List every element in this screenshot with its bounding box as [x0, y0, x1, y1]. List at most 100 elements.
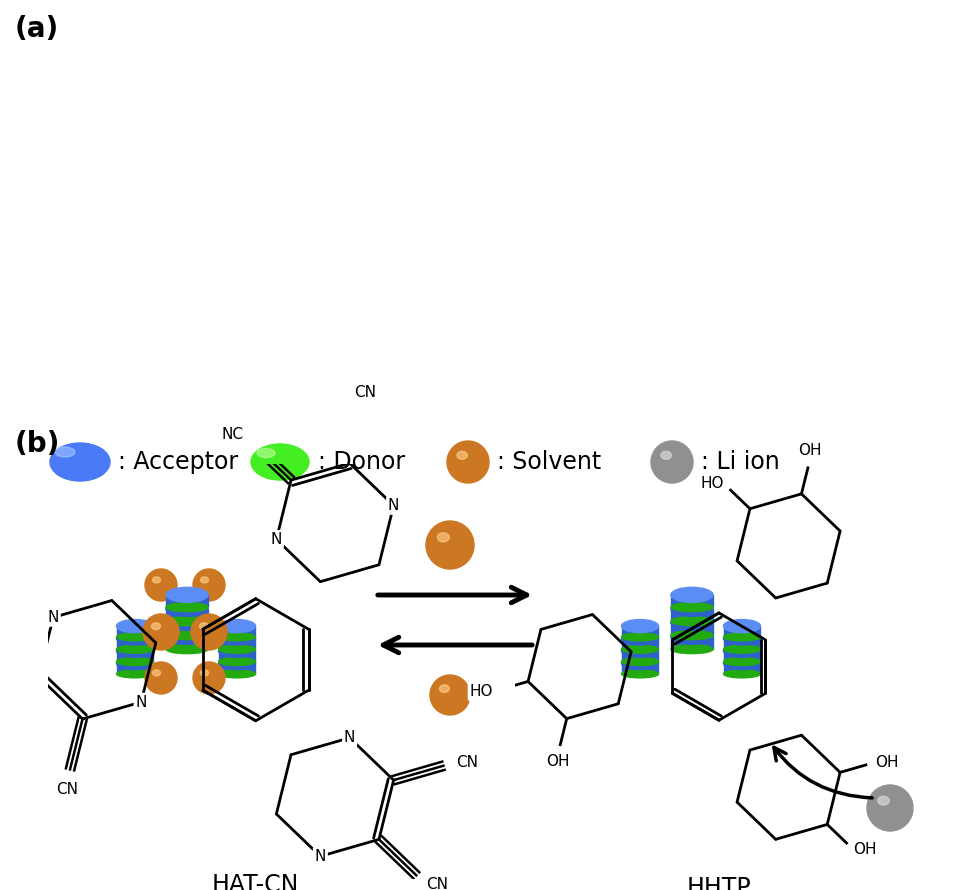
Ellipse shape [621, 632, 658, 645]
Ellipse shape [218, 645, 256, 653]
Ellipse shape [671, 617, 713, 626]
Circle shape [193, 569, 225, 601]
Ellipse shape [671, 618, 713, 628]
Ellipse shape [50, 443, 110, 481]
Ellipse shape [166, 631, 208, 640]
Ellipse shape [724, 670, 760, 678]
Ellipse shape [166, 603, 208, 611]
Circle shape [867, 785, 913, 831]
Bar [117, 626, 153, 637]
Text: N: N [270, 532, 282, 546]
Circle shape [145, 662, 177, 694]
Text: : Acceptor: : Acceptor [118, 450, 238, 474]
Ellipse shape [218, 619, 256, 633]
Ellipse shape [117, 632, 153, 645]
Ellipse shape [621, 657, 658, 669]
Ellipse shape [724, 644, 760, 658]
Ellipse shape [117, 670, 153, 678]
Text: : Solvent: : Solvent [497, 450, 601, 474]
Circle shape [447, 441, 489, 483]
Ellipse shape [671, 603, 713, 614]
Text: N: N [135, 694, 147, 709]
Ellipse shape [117, 645, 153, 653]
Circle shape [191, 614, 227, 650]
Ellipse shape [218, 659, 256, 668]
Ellipse shape [166, 587, 208, 603]
Ellipse shape [218, 658, 256, 666]
Ellipse shape [724, 633, 760, 641]
Ellipse shape [621, 659, 658, 668]
Ellipse shape [218, 633, 256, 641]
Ellipse shape [724, 645, 760, 653]
Ellipse shape [661, 451, 672, 459]
Ellipse shape [218, 632, 256, 645]
Bar [671, 623, 713, 635]
Text: CN: CN [426, 878, 448, 890]
Text: OH: OH [546, 754, 569, 769]
Ellipse shape [166, 632, 208, 642]
Ellipse shape [117, 657, 153, 669]
Bar [621, 663, 658, 674]
Ellipse shape [166, 617, 208, 626]
Bar [218, 626, 256, 637]
Bar [671, 609, 713, 621]
Text: OH: OH [875, 755, 898, 770]
Text: (a): (a) [15, 15, 59, 43]
Ellipse shape [218, 657, 256, 669]
Ellipse shape [724, 634, 760, 643]
Ellipse shape [166, 590, 208, 600]
Ellipse shape [878, 797, 890, 805]
Text: CN: CN [354, 384, 376, 400]
Text: CN: CN [56, 782, 78, 797]
Ellipse shape [166, 615, 208, 630]
Ellipse shape [55, 447, 75, 457]
Circle shape [143, 614, 179, 650]
Ellipse shape [671, 615, 713, 630]
Ellipse shape [117, 659, 153, 668]
Bar [117, 663, 153, 674]
Ellipse shape [166, 602, 208, 617]
Bar [724, 638, 760, 650]
Text: HAT-CN: HAT-CN [212, 873, 299, 890]
Text: N: N [315, 849, 326, 864]
Ellipse shape [117, 646, 153, 655]
Ellipse shape [724, 659, 760, 668]
Circle shape [651, 441, 693, 483]
Bar [621, 651, 658, 661]
Ellipse shape [117, 621, 153, 631]
Ellipse shape [166, 629, 208, 644]
Ellipse shape [218, 646, 256, 655]
Bar [671, 637, 713, 649]
Text: OH: OH [853, 842, 877, 857]
Ellipse shape [724, 619, 760, 633]
Ellipse shape [671, 602, 713, 617]
Ellipse shape [724, 621, 760, 631]
Ellipse shape [724, 632, 760, 645]
Text: NC: NC [222, 427, 244, 442]
Ellipse shape [621, 644, 658, 658]
Text: : Li ion: : Li ion [701, 450, 780, 474]
Bar [218, 651, 256, 661]
Ellipse shape [724, 657, 760, 669]
Text: CN: CN [456, 755, 479, 770]
Ellipse shape [218, 621, 256, 631]
Ellipse shape [439, 684, 450, 692]
Ellipse shape [200, 623, 208, 629]
Circle shape [145, 569, 177, 601]
Text: (b): (b) [15, 430, 61, 458]
Ellipse shape [671, 632, 713, 642]
Ellipse shape [671, 629, 713, 644]
Ellipse shape [218, 670, 256, 678]
Bar [166, 609, 208, 621]
Ellipse shape [456, 451, 467, 459]
Bar [218, 638, 256, 650]
Ellipse shape [621, 646, 658, 655]
Text: : Donor: : Donor [318, 450, 405, 474]
Bar [166, 637, 208, 649]
Text: HO: HO [470, 684, 493, 699]
Bar [166, 623, 208, 635]
Ellipse shape [152, 577, 160, 583]
Bar [671, 595, 713, 607]
Ellipse shape [257, 449, 275, 457]
Bar [117, 651, 153, 661]
